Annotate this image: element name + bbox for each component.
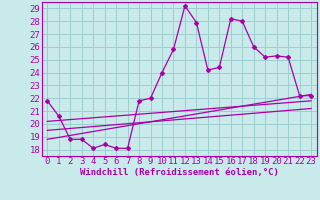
X-axis label: Windchill (Refroidissement éolien,°C): Windchill (Refroidissement éolien,°C) (80, 168, 279, 177)
